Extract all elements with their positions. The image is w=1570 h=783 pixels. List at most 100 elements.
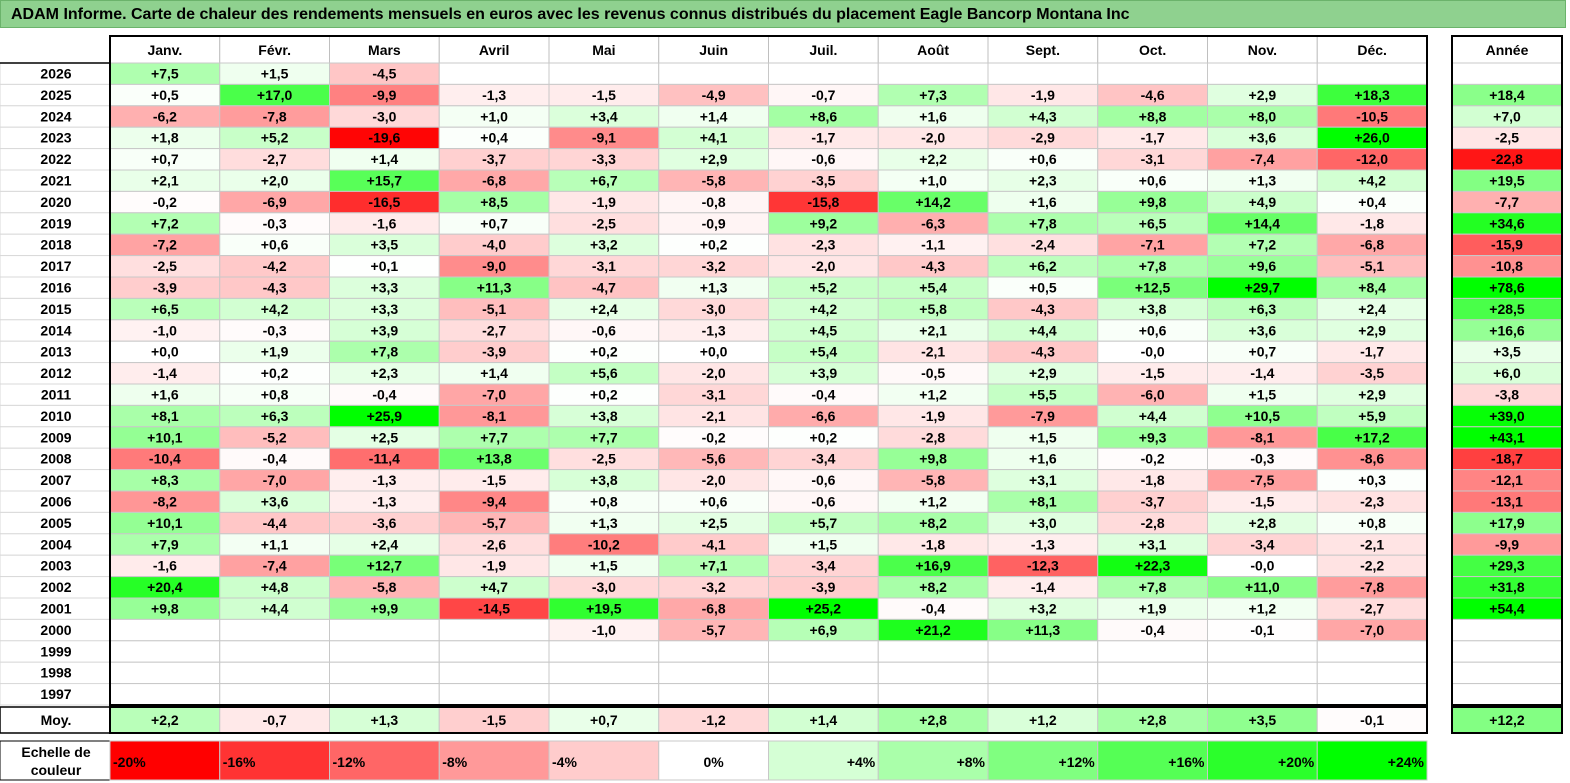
heat-cell-value: -0,2 [702, 429, 726, 445]
heat-cell-value: +29,7 [1245, 280, 1281, 296]
heat-cell-value: +2,1 [151, 173, 179, 189]
average-value: -0,1 [1360, 712, 1384, 728]
heat-cell-value: -3,5 [1360, 365, 1384, 381]
month-header: Juin [699, 42, 728, 58]
heat-cell [438, 62, 550, 85]
month-header: Déc. [1357, 42, 1387, 58]
heat-cell-value: +2,4 [1358, 301, 1386, 317]
average-value: +1,2 [1029, 712, 1057, 728]
heat-cell-value: +8,1 [151, 408, 179, 424]
month-header: Mai [592, 42, 615, 58]
heat-cell-value: -3,9 [811, 579, 835, 595]
year-label: 2026 [40, 66, 71, 82]
heat-cell-value: +0,4 [1358, 194, 1386, 210]
year-label: 2003 [40, 558, 71, 574]
heat-cell-value: +6,2 [1029, 258, 1057, 274]
heat-cell-value: +2,1 [919, 322, 947, 338]
heat-cell-value: +7,2 [1249, 237, 1277, 253]
heat-cell-value: +26,0 [1354, 130, 1390, 146]
heat-cell-value: -3,4 [811, 558, 835, 574]
average-label: Moy. [41, 712, 72, 728]
month-header: Nov. [1248, 42, 1277, 58]
annual-cell-value: +43,1 [1489, 429, 1525, 445]
heat-cell-value: -1,6 [153, 558, 177, 574]
heat-cell [219, 661, 330, 685]
heat-cell-value: -4,9 [702, 87, 726, 103]
heat-cell-value: +16,9 [915, 558, 951, 574]
heat-cell-value: -2,7 [1360, 601, 1384, 617]
heat-cell-value: +0,2 [590, 387, 618, 403]
heat-cell-value: +0,5 [151, 87, 179, 103]
heat-cell-value: +3,6 [1249, 322, 1277, 338]
heat-cell-value: +0,4 [480, 130, 508, 146]
heat-cell [1316, 640, 1428, 663]
heat-cell-value: -0,6 [811, 494, 835, 510]
heat-cell-value: -1,4 [153, 365, 177, 381]
scale-swatch [1207, 740, 1318, 781]
average-value: +3,5 [1249, 712, 1277, 728]
heat-cell [438, 640, 550, 663]
heat-cell-value: +2,9 [700, 151, 728, 167]
year-label: 2000 [40, 622, 71, 638]
heat-cell-value: +8,0 [1249, 108, 1277, 124]
heat-cell-value: -2,0 [702, 472, 726, 488]
heat-cell-value: -12,3 [1027, 558, 1059, 574]
heat-cell-value: +4,5 [810, 322, 838, 338]
heat-cell-value: -0,2 [153, 194, 177, 210]
month-header: Févr. [258, 42, 291, 58]
heat-cell-value: -8,1 [482, 408, 506, 424]
heat-cell-value: -1,3 [372, 472, 396, 488]
average-cell [329, 706, 440, 734]
heat-cell-value: -2,5 [592, 451, 616, 467]
heat-cell-value: -2,3 [1360, 494, 1384, 510]
heat-cell [987, 683, 1099, 706]
heat-cell-value: -1,7 [1360, 344, 1384, 360]
heat-cell-value: +3,6 [261, 494, 289, 510]
heat-cell-value: -2,2 [1360, 558, 1384, 574]
heat-cell-value: -8,6 [1360, 451, 1384, 467]
year-label: 2010 [40, 408, 71, 424]
heat-cell-value: +10,5 [1245, 408, 1281, 424]
heat-cell-value: +0,2 [590, 344, 618, 360]
heat-cell-value: -0,6 [811, 151, 835, 167]
year-label: 1997 [40, 686, 71, 702]
heat-cell-value: -10,5 [1356, 108, 1388, 124]
month-header: Août [917, 42, 949, 58]
grid-frame [109, 35, 1428, 706]
heat-cell-value: -1,8 [1360, 215, 1384, 231]
heat-cell-value: +14,2 [915, 194, 951, 210]
heat-cell-value: +7,8 [1029, 215, 1057, 231]
heat-cell-value: -2,4 [1031, 237, 1055, 253]
heat-cell-value: -2,1 [921, 344, 945, 360]
heat-cell-value: +9,9 [371, 601, 399, 617]
heat-cell-value: -3,9 [482, 344, 506, 360]
heat-cell-value: +19,5 [586, 601, 622, 617]
heat-cell [658, 683, 769, 706]
scale-step-label: -16% [223, 754, 256, 770]
scale-label: Echelle de [21, 744, 90, 760]
heat-cell [109, 683, 221, 706]
heat-cell-value: -4,3 [921, 258, 945, 274]
average-cell [1207, 706, 1318, 734]
year-label: 1999 [40, 643, 71, 659]
heat-cell-value: -6,8 [702, 601, 726, 617]
heat-cell-value: -2,1 [702, 408, 726, 424]
heat-cell-value: +1,6 [1029, 451, 1057, 467]
heat-cell-value: -4,4 [263, 515, 287, 531]
heat-cell-value: -1,7 [1141, 130, 1165, 146]
heat-cell [1097, 62, 1208, 85]
heat-cell [658, 62, 769, 85]
heat-cell-value: +1,5 [261, 66, 289, 82]
heat-cell-value: -1,3 [1031, 536, 1055, 552]
heat-cell [109, 661, 221, 685]
heat-cell-value: +5,8 [919, 301, 947, 317]
heat-cell-value: +4,9 [1249, 194, 1277, 210]
heat-cell-value: +1,1 [261, 536, 289, 552]
heat-cell-value: +1,4 [371, 151, 399, 167]
heat-cell [438, 618, 550, 642]
average-cell [109, 706, 221, 734]
heat-cell-value: +4,8 [261, 579, 289, 595]
heat-cell-value: +20,4 [147, 579, 183, 595]
heat-cell-value: +0,3 [1358, 472, 1386, 488]
